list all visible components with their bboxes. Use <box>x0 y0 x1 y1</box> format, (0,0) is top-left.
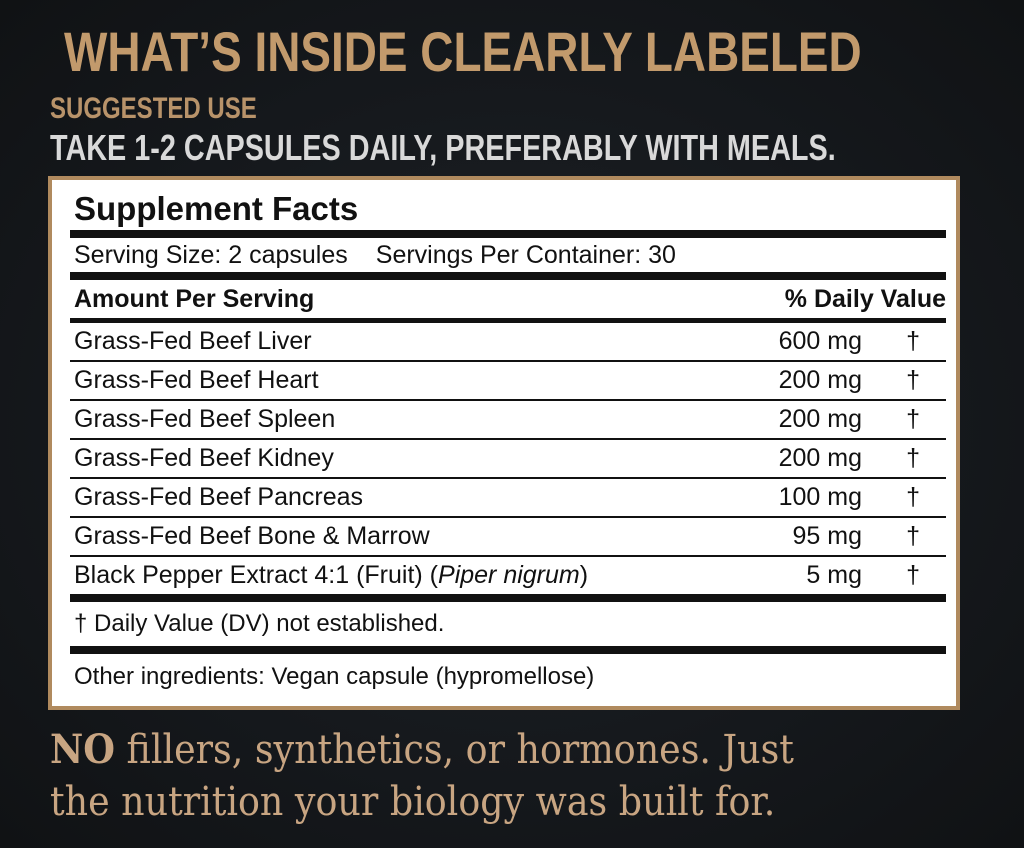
divider <box>70 272 946 280</box>
ingredient-amount: 100 mg <box>778 483 862 511</box>
divider <box>70 230 946 238</box>
facts-title: Supplement Facts <box>74 190 359 227</box>
serving-size: Serving Size: 2 capsules <box>74 241 348 269</box>
ingredient-name: Grass-Fed Beef Kidney <box>74 444 334 472</box>
divider <box>70 594 946 602</box>
daily-value-dagger: † <box>906 561 920 589</box>
ingredient-amount: 200 mg <box>778 366 862 394</box>
ingredient-row: Grass-Fed Beef Spleen 200 mg † <box>70 401 946 440</box>
tagline-line-1: NO fillers, synthetics, or hormones. Jus… <box>50 724 794 776</box>
ingredient-amount: 200 mg <box>778 405 862 433</box>
ingredient-name: Black Pepper Extract 4:1 (Fruit) (Piper … <box>74 557 588 594</box>
daily-value-dagger: † <box>906 522 920 550</box>
ingredient-name: Grass-Fed Beef Liver <box>74 327 312 355</box>
ingredient-amount: 5 mg <box>806 561 862 589</box>
servings-per-container: Servings Per Container: 30 <box>375 241 676 269</box>
divider <box>70 646 946 654</box>
ingredient-row: Grass-Fed Beef Pancreas 100 mg † <box>70 479 946 518</box>
ingredient-name: Grass-Fed Beef Bone & Marrow <box>74 522 430 550</box>
suggested-use-label: SUGGESTED USE <box>50 92 257 125</box>
daily-value-header: % Daily Value <box>784 285 946 313</box>
ingredient-name-suffix: ) <box>579 561 589 589</box>
amount-header-row: Amount Per Serving % Daily Value <box>70 280 946 318</box>
ingredient-amount: 95 mg <box>792 522 862 550</box>
supplement-facts-content: Supplement Facts Serving Size: 2 capsule… <box>70 188 946 700</box>
ingredient-name: Grass-Fed Beef Spleen <box>74 405 336 433</box>
daily-value-dagger: † <box>906 483 920 511</box>
ingredient-name: Grass-Fed Beef Pancreas <box>74 483 364 511</box>
ingredient-amount: 200 mg <box>778 444 862 472</box>
tagline: NO fillers, synthetics, or hormones. Jus… <box>50 724 794 828</box>
other-ingredients: Other ingredients: Vegan capsule (hyprom… <box>74 663 595 690</box>
daily-value-dagger: † <box>906 366 920 394</box>
daily-value-dagger: † <box>906 327 920 355</box>
headline: WHAT’S INSIDE CLEARLY LABELED <box>64 20 862 83</box>
daily-value-dagger: † <box>906 444 920 472</box>
supplement-facts-panel: Supplement Facts Serving Size: 2 capsule… <box>48 176 960 710</box>
ingredient-row: Grass-Fed Beef Liver 600 mg † <box>70 323 946 362</box>
ingredient-row: Grass-Fed Beef Kidney 200 mg † <box>70 440 946 479</box>
serving-info: Serving Size: 2 capsules Servings Per Con… <box>70 238 946 272</box>
tagline-line-1-rest: fillers, synthetics, or hormones. Just <box>114 727 794 773</box>
tagline-bold-lead: NO <box>50 726 115 773</box>
suggested-use-text: TAKE 1-2 CAPSULES DAILY, PREFERABLY WITH… <box>50 127 836 168</box>
ingredient-latin-name: Piper nigrum <box>438 561 580 589</box>
ingredient-row: Grass-Fed Beef Bone & Marrow 95 mg † <box>70 518 946 557</box>
divider <box>70 318 946 323</box>
ingredient-name-main: Black Pepper Extract 4:1 (Fruit) ( <box>74 561 439 589</box>
amount-per-serving-header: Amount Per Serving <box>74 285 315 313</box>
ingredient-amount: 600 mg <box>778 327 862 355</box>
daily-value-dagger: † <box>906 405 920 433</box>
ingredient-row: Grass-Fed Beef Heart 200 mg † <box>70 362 946 401</box>
tagline-line-2: the nutrition your biology was built for… <box>50 779 776 825</box>
ingredient-name: Grass-Fed Beef Heart <box>74 366 319 394</box>
ingredient-row: Black Pepper Extract 4:1 (Fruit) (Piper … <box>70 557 946 594</box>
daily-value-footnote: † Daily Value (DV) not established. <box>74 610 445 637</box>
